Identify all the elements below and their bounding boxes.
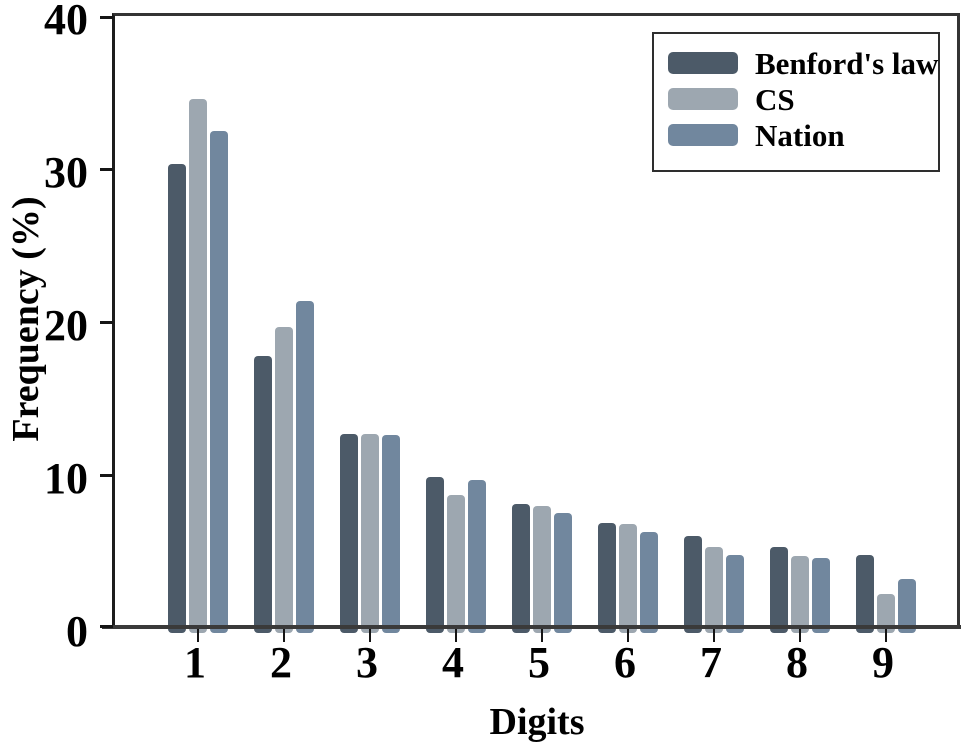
bar-cs-digit-7 [705,546,723,633]
y-tick [100,321,113,324]
bar-cs-digit-1 [189,98,207,633]
bar-group-digit-6 [598,522,658,633]
bar-benford-s-law-digit-4 [426,476,444,633]
bar-group-digit-1 [168,98,228,633]
x-tick [541,629,543,642]
y-tick [100,625,113,628]
x-tick [283,629,285,642]
legend-swatch-benfords-law [668,52,738,74]
y-tick-label: 30 [44,148,88,197]
x-tick-label: 6 [614,638,636,687]
bar-nation-digit-7 [726,554,744,633]
bar-benford-s-law-digit-8 [770,546,788,633]
y-tick-label: 10 [44,454,88,503]
legend-label: Benford's law [755,45,939,81]
x-tick-label: 9 [872,638,894,687]
bar-nation-digit-2 [296,300,314,633]
x-tick-label: 2 [270,638,292,687]
legend-label: Nation [755,117,845,153]
bar-benford-s-law-digit-7 [684,536,702,633]
bar-group-digit-5 [512,504,572,633]
bar-benford-s-law-digit-1 [168,164,186,633]
x-tick-label: 3 [356,638,378,687]
bar-cs-digit-2 [275,326,293,633]
x-tick-label: 4 [442,638,464,687]
y-tick [100,168,113,171]
bar-group-digit-9 [856,554,916,633]
bar-benford-s-law-digit-9 [856,554,874,633]
bar-benford-s-law-digit-5 [512,504,530,633]
bar-cs-digit-9 [877,594,895,633]
bar-nation-digit-9 [898,579,916,633]
legend-item-benfords-law: Benford's law [668,45,938,81]
x-tick [197,629,199,642]
x-tick [369,629,371,642]
bar-cs-digit-3 [361,433,379,633]
bar-nation-digit-5 [554,513,572,633]
x-tick [627,629,629,642]
bar-cs-digit-4 [447,494,465,633]
x-tick-label: 8 [786,638,808,687]
x-tick [713,629,715,642]
bar-group-digit-8 [770,546,830,633]
x-tick [885,629,887,642]
bar-group-digit-7 [684,536,744,633]
bar-nation-digit-3 [382,435,400,633]
bar-group-digit-2 [254,300,314,633]
x-tick-label: 7 [700,638,722,687]
bar-nation-digit-8 [812,557,830,633]
legend-item-nation: Nation [668,117,938,153]
x-tick-label: 1 [184,638,206,687]
y-tick [100,474,113,477]
y-tick [100,16,113,19]
legend-swatch-cs [668,88,738,110]
legend-swatch-nation [668,124,738,146]
legend-item-cs: CS [668,81,938,117]
bar-group-digit-3 [340,433,400,633]
bar-nation-digit-1 [210,130,228,633]
x-axis-title: Digits [489,701,585,743]
bar-nation-digit-6 [640,531,658,633]
bar-group-digit-4 [426,476,486,633]
x-tick-label: 5 [528,638,550,687]
bar-nation-digit-4 [468,479,486,633]
x-tick [799,629,801,642]
bar-cs-digit-5 [533,505,551,633]
y-tick-label: 0 [66,607,88,656]
y-tick-label: 20 [44,301,88,350]
bar-benford-s-law-digit-2 [254,355,272,633]
x-axis-line [102,625,961,629]
bar-cs-digit-6 [619,524,637,633]
legend-label: CS [755,81,795,117]
y-tick-label: 40 [44,0,88,44]
x-tick [455,629,457,642]
bar-benford-s-law-digit-6 [598,522,616,633]
legend: Benford's law CS Nation [652,32,940,172]
bar-benford-s-law-digit-3 [340,433,358,633]
bar-cs-digit-8 [791,556,809,633]
